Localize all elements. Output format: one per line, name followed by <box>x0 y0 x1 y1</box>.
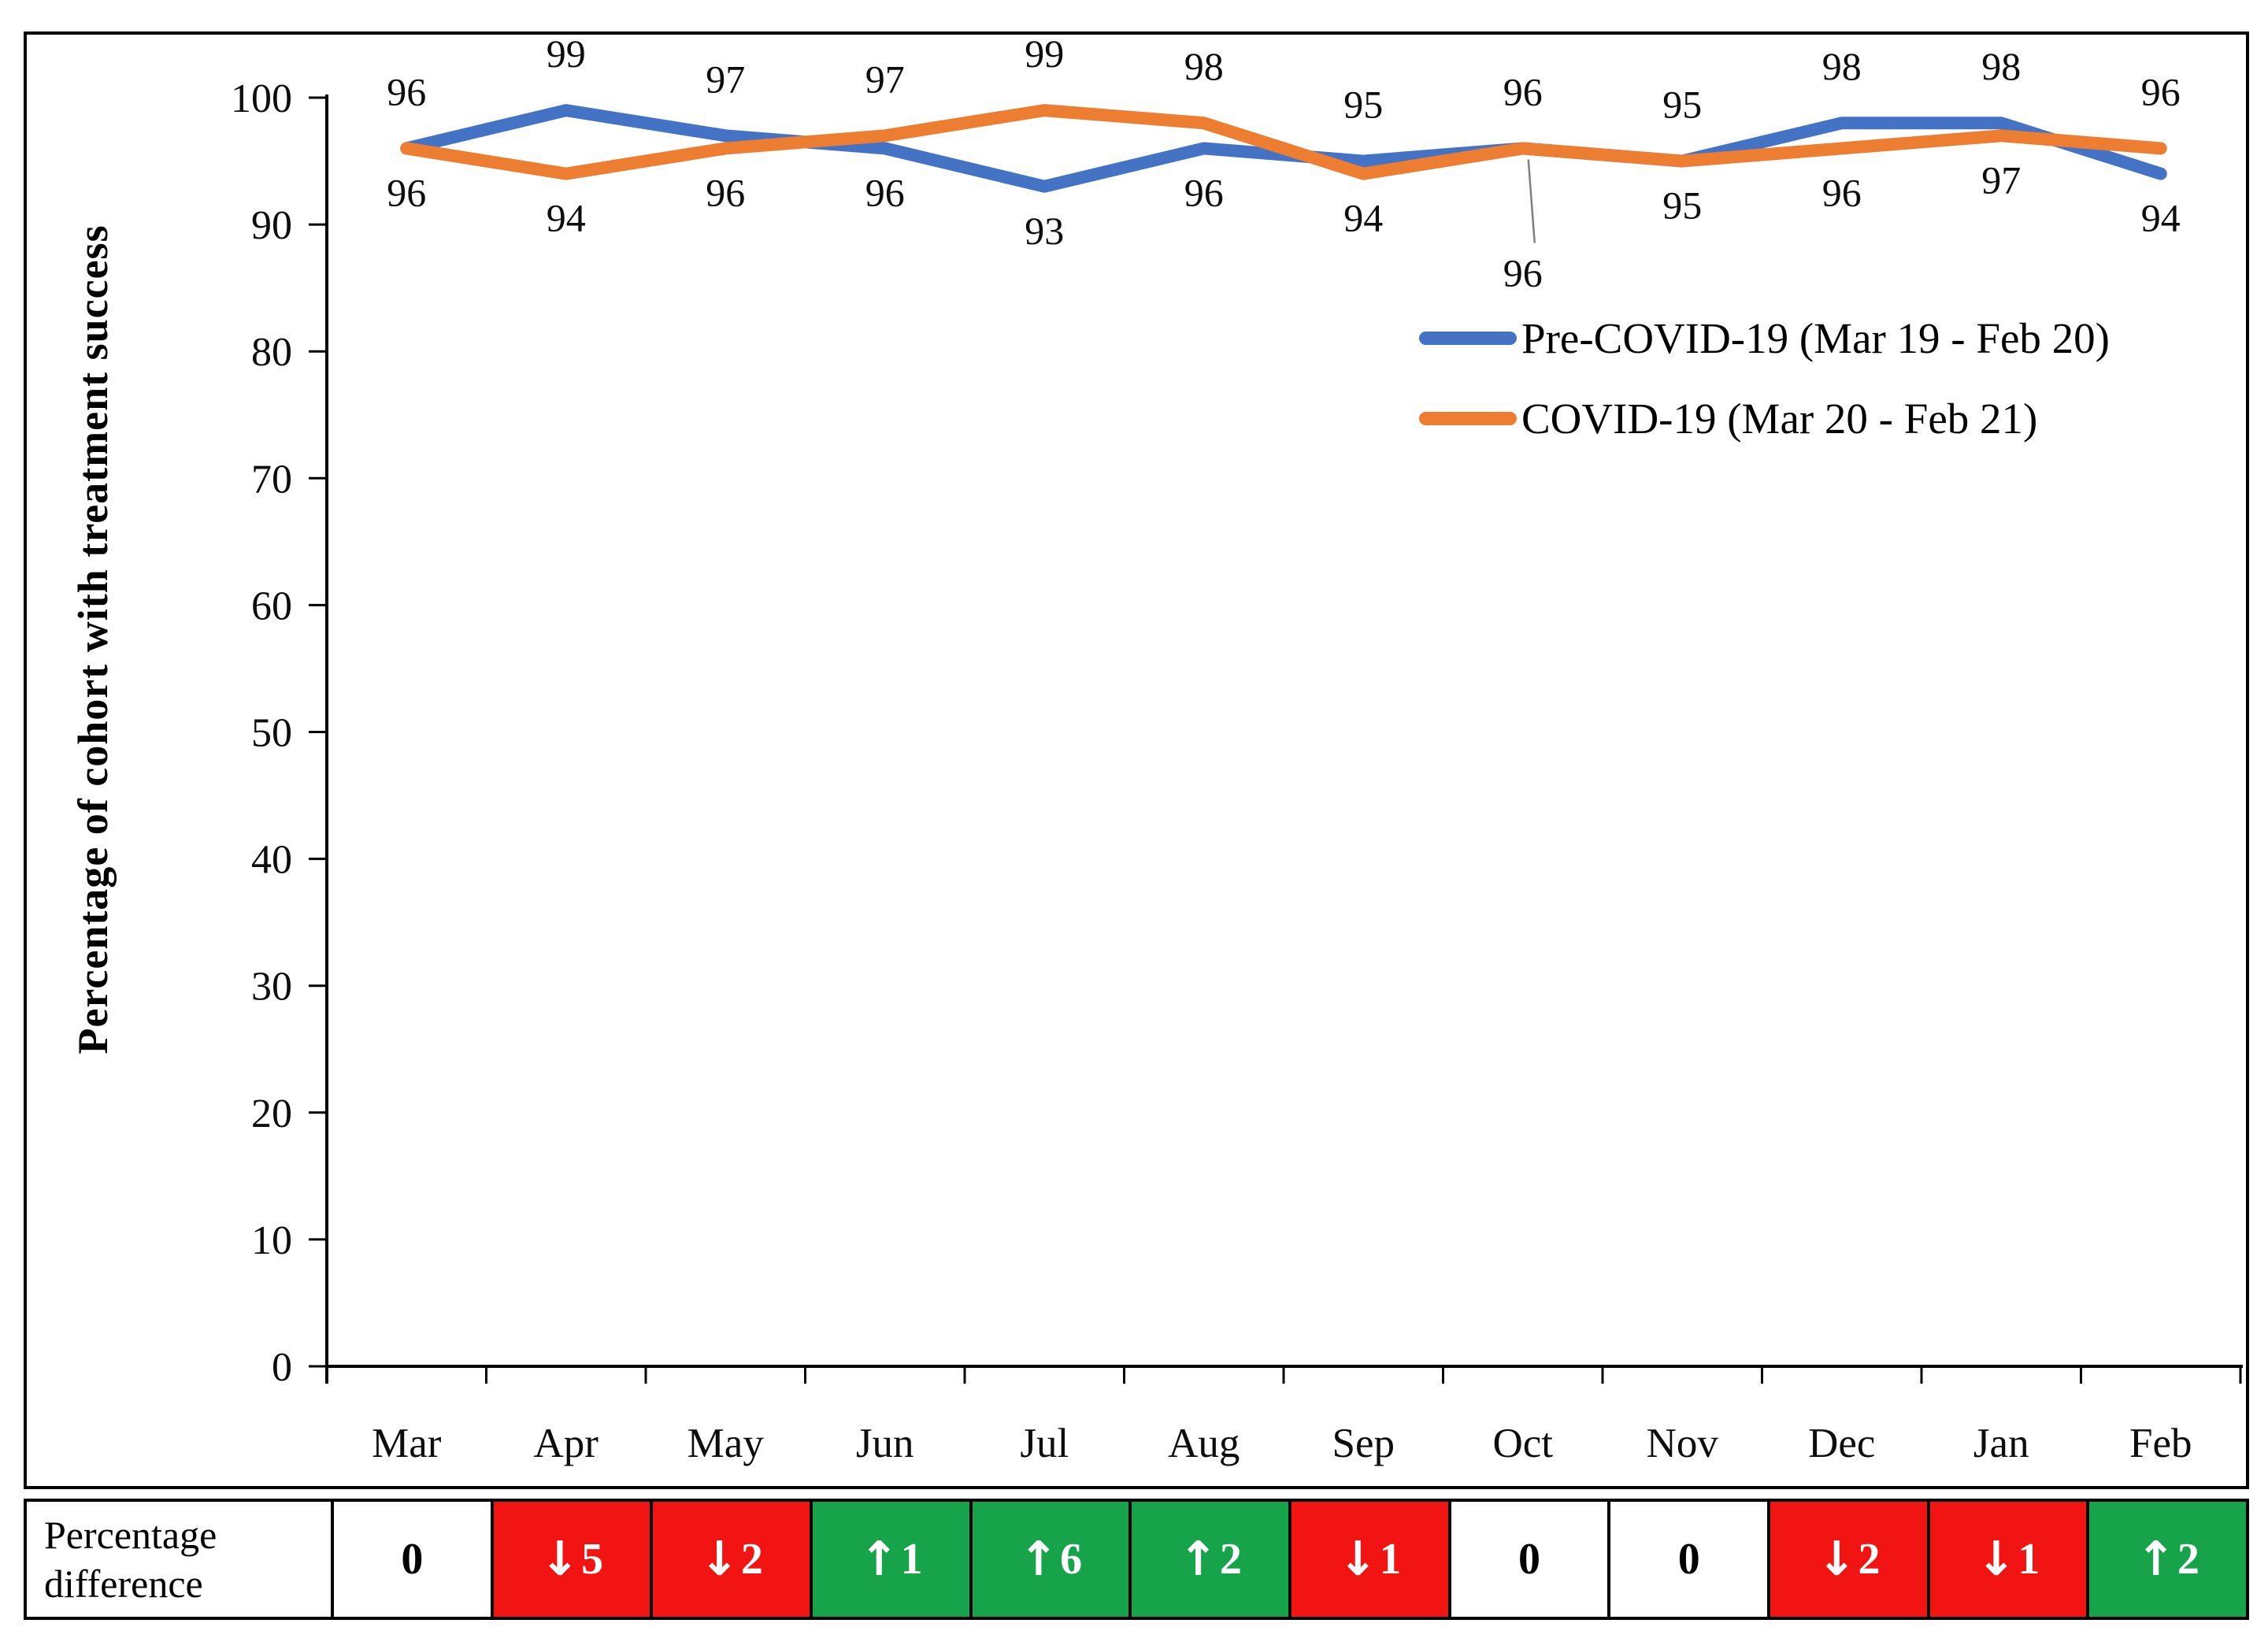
difference-cell: ↓ 2 <box>1770 1502 1930 1617</box>
chart-frame <box>24 32 2249 1489</box>
down-arrow-icon: ↓ <box>699 1532 739 1587</box>
percentage-difference-table: Percentage difference 0 ↓ 5 ↓ 2 ↑ 1 ↑ 6 ↑ 2 ↓ 1 0 0 ↓ 2 ↓… <box>24 1499 2249 1620</box>
difference-value: 0 <box>1677 1535 1700 1584</box>
difference-value: 2 <box>1219 1535 1242 1584</box>
difference-value: 1 <box>900 1535 923 1584</box>
up-arrow-icon: ↑ <box>859 1532 899 1587</box>
legend-item-covid: COVID-19 (Mar 20 - Feb 21) <box>1419 394 2110 443</box>
up-arrow-icon: ↑ <box>2136 1532 2176 1587</box>
legend-swatch-pre-covid-line <box>1419 331 1517 345</box>
difference-value: 1 <box>1379 1535 1402 1584</box>
legend: Pre-COVID-19 (Mar 19 - Feb 20) COVID-19 … <box>1419 313 2110 474</box>
difference-cell: 0 <box>1451 1502 1611 1617</box>
difference-row-label: Percentage difference <box>27 1502 334 1617</box>
up-arrow-icon: ↑ <box>1178 1532 1218 1587</box>
legend-label-pre-covid: Pre-COVID-19 (Mar 19 - Feb 20) <box>1521 313 2110 362</box>
difference-value: 2 <box>2177 1535 2199 1584</box>
difference-value: 0 <box>401 1535 424 1584</box>
difference-value: 2 <box>740 1535 763 1584</box>
legend-item-pre-covid: Pre-COVID-19 (Mar 19 - Feb 20) <box>1419 313 2110 362</box>
difference-value: 0 <box>1518 1535 1541 1584</box>
difference-cell: 0 <box>334 1502 494 1617</box>
difference-cell: ↓ 1 <box>1292 1502 1451 1617</box>
y-axis-title: Percentage of cohort with treatment succ… <box>69 224 117 1054</box>
legend-swatch-covid-line <box>1419 411 1517 425</box>
difference-cell: ↑ 6 <box>972 1502 1132 1617</box>
difference-cell: ↓ 5 <box>493 1502 654 1617</box>
down-arrow-icon: ↓ <box>539 1532 580 1587</box>
difference-cell: ↑ 1 <box>813 1502 973 1617</box>
difference-value: 5 <box>581 1535 604 1584</box>
down-arrow-icon: ↓ <box>1338 1532 1378 1587</box>
difference-cell: ↓ 1 <box>1929 1502 2090 1617</box>
down-arrow-icon: ↓ <box>1817 1532 1857 1587</box>
down-arrow-icon: ↓ <box>1976 1532 2017 1587</box>
difference-cell: 0 <box>1610 1502 1771 1617</box>
difference-cell: ↑ 2 <box>2089 1502 2247 1617</box>
difference-value: 6 <box>1060 1535 1083 1584</box>
up-arrow-icon: ↑ <box>1018 1532 1059 1587</box>
legend-label-covid: COVID-19 (Mar 20 - Feb 21) <box>1521 394 2038 443</box>
difference-cell: ↓ 2 <box>653 1502 813 1617</box>
difference-value: 1 <box>2018 1535 2040 1584</box>
difference-cell: ↑ 2 <box>1132 1502 1292 1617</box>
difference-value: 2 <box>1858 1535 1881 1584</box>
